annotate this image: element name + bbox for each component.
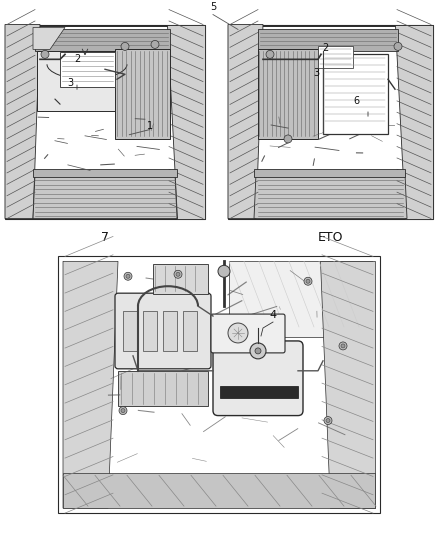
- Circle shape: [176, 272, 180, 276]
- Bar: [60, 52, 115, 87]
- Text: 6: 6: [353, 96, 359, 106]
- Polygon shape: [63, 473, 375, 508]
- FancyBboxPatch shape: [213, 341, 303, 416]
- Bar: [163, 311, 177, 351]
- Bar: [123, 311, 137, 351]
- Bar: [143, 311, 157, 351]
- Circle shape: [218, 265, 230, 277]
- Polygon shape: [33, 28, 65, 50]
- Polygon shape: [254, 174, 407, 219]
- Circle shape: [339, 342, 347, 350]
- Polygon shape: [395, 25, 433, 219]
- Polygon shape: [63, 261, 118, 508]
- Text: 2: 2: [322, 43, 328, 53]
- Text: 3: 3: [67, 78, 73, 88]
- Bar: [318, 46, 353, 68]
- Bar: [58, 256, 380, 513]
- Bar: [153, 264, 208, 294]
- Circle shape: [324, 417, 332, 424]
- FancyBboxPatch shape: [115, 293, 211, 369]
- FancyBboxPatch shape: [211, 314, 285, 353]
- Text: 3: 3: [313, 68, 319, 78]
- Text: 4: 4: [269, 310, 276, 320]
- Polygon shape: [5, 25, 40, 219]
- Circle shape: [124, 272, 132, 280]
- Circle shape: [394, 43, 402, 51]
- Polygon shape: [228, 25, 263, 219]
- Bar: [258, 29, 398, 51]
- Bar: [229, 261, 372, 337]
- Circle shape: [121, 43, 129, 51]
- Circle shape: [174, 270, 182, 278]
- Bar: [258, 50, 318, 139]
- Circle shape: [266, 51, 274, 58]
- Circle shape: [306, 279, 310, 283]
- Circle shape: [250, 343, 266, 359]
- Bar: [228, 25, 433, 219]
- Bar: [118, 371, 208, 406]
- Circle shape: [255, 348, 261, 354]
- Bar: [37, 51, 137, 111]
- Circle shape: [284, 135, 292, 143]
- Circle shape: [119, 407, 127, 415]
- Bar: [323, 54, 388, 134]
- Text: ETO: ETO: [318, 231, 343, 245]
- Circle shape: [326, 418, 330, 423]
- Bar: [35, 29, 170, 51]
- Circle shape: [304, 277, 312, 285]
- Polygon shape: [167, 25, 205, 219]
- Polygon shape: [320, 261, 375, 508]
- Text: 7: 7: [101, 231, 109, 245]
- Bar: [220, 386, 298, 398]
- Bar: [33, 169, 177, 177]
- Circle shape: [228, 323, 248, 343]
- Text: 1: 1: [147, 121, 153, 131]
- Polygon shape: [33, 174, 177, 219]
- Bar: [115, 50, 170, 139]
- Bar: [183, 311, 197, 351]
- Circle shape: [121, 409, 125, 413]
- Text: 5: 5: [210, 2, 216, 12]
- Circle shape: [341, 344, 345, 348]
- Circle shape: [151, 41, 159, 49]
- Bar: [254, 169, 405, 177]
- Bar: [5, 25, 205, 219]
- Circle shape: [41, 51, 49, 58]
- Text: 2: 2: [74, 54, 80, 64]
- Circle shape: [126, 274, 130, 278]
